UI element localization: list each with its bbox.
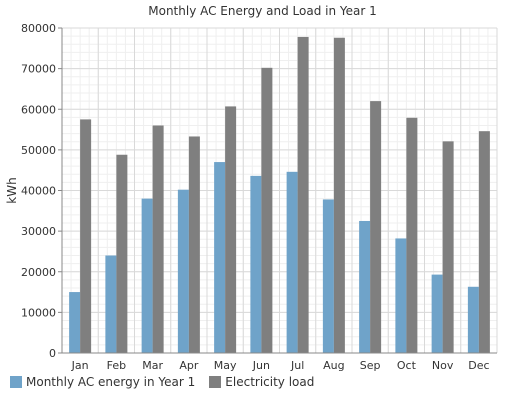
x-tick-label: Dec — [468, 359, 489, 372]
bar-ac-energy — [250, 175, 262, 353]
bar-ac-energy — [141, 198, 153, 353]
bar-ac-energy — [286, 171, 298, 353]
bar-ac-energy — [322, 199, 334, 353]
y-tick-label: 20000 — [21, 266, 56, 279]
x-tick-label: Nov — [432, 359, 454, 372]
bar-ac-energy — [105, 255, 117, 353]
legend-label: Monthly AC energy in Year 1 — [26, 375, 196, 389]
bar-electricity-load — [333, 37, 345, 353]
bar-electricity-load — [116, 154, 128, 353]
bar-ac-energy — [467, 286, 479, 353]
legend: Monthly AC energy in Year 1 Electricity l… — [10, 375, 328, 389]
bar-ac-energy — [395, 238, 407, 353]
bar-ac-energy — [214, 162, 226, 353]
x-tick-label: May — [214, 359, 237, 372]
y-tick-label: 0 — [49, 347, 56, 360]
y-tick-label: 30000 — [21, 225, 56, 238]
x-tick-label: Jul — [290, 359, 304, 372]
y-tick-label: 50000 — [21, 144, 56, 157]
bar-ac-energy — [431, 274, 443, 353]
y-tick-label: 60000 — [21, 103, 56, 116]
bar-electricity-load — [297, 36, 309, 353]
bar-electricity-load — [188, 136, 200, 353]
bar-electricity-load — [152, 125, 164, 353]
bar-electricity-load — [225, 106, 237, 353]
bar-electricity-load — [80, 119, 92, 353]
y-tick-label: 40000 — [21, 185, 56, 198]
legend-label: Electricity load — [225, 375, 315, 389]
x-tick-label: Jun — [252, 359, 270, 372]
x-tick-label: Aug — [323, 359, 344, 372]
x-tick-label: Jan — [71, 359, 89, 372]
legend-item: Monthly AC energy in Year 1 — [10, 375, 195, 389]
bar-electricity-load — [370, 101, 382, 353]
legend-item: Electricity load — [209, 375, 314, 389]
bar-ac-energy — [177, 189, 189, 353]
bar-electricity-load — [442, 141, 454, 353]
x-tick-label: Oct — [397, 359, 417, 372]
y-axis-label: kWh — [5, 177, 19, 203]
bar-electricity-load — [261, 67, 273, 353]
bar-ac-energy — [359, 220, 371, 353]
y-tick-label: 70000 — [21, 63, 56, 76]
bar-electricity-load — [406, 117, 418, 353]
legend-swatch — [10, 376, 22, 388]
x-tick-label: Apr — [179, 359, 199, 372]
bar-electricity-load — [478, 131, 490, 353]
x-tick-label: Sep — [360, 359, 381, 372]
y-tick-label: 80000 — [21, 22, 56, 35]
legend-swatch — [209, 376, 222, 388]
y-tick-label: 10000 — [21, 306, 56, 319]
bar-ac-energy — [69, 292, 81, 353]
x-tick-label: Mar — [142, 359, 163, 372]
x-tick-label: Feb — [107, 359, 126, 372]
chart-title: Monthly AC Energy and Load in Year 1 — [148, 4, 377, 18]
